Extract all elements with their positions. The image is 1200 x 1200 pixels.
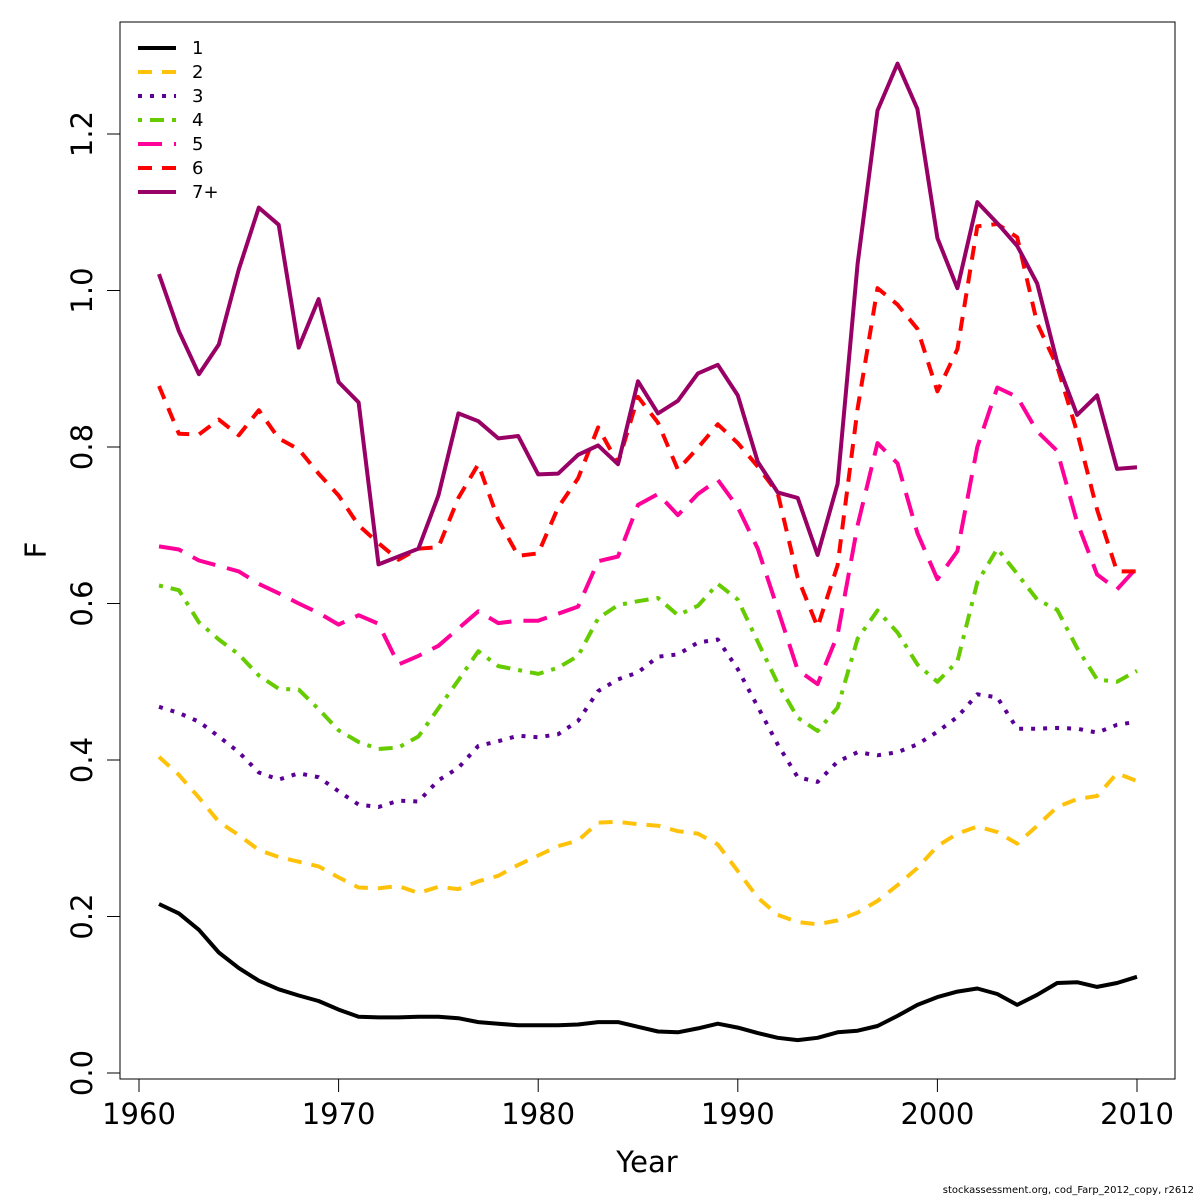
x-tick-label: 1970 — [302, 1097, 376, 1131]
x-axis: 1960 1970 1980 1990 2000 2010 — [102, 1078, 1174, 1131]
y-tick-label: 0.2 — [65, 893, 99, 939]
legend-label: 3 — [192, 86, 203, 107]
x-tick-label: 1980 — [501, 1097, 575, 1131]
series-line-3 — [158, 637, 1138, 809]
legend-label: 4 — [192, 110, 203, 131]
legend-label: 6 — [192, 158, 203, 179]
legend-label: 5 — [192, 134, 203, 155]
y-tick-label: 0.0 — [65, 1050, 99, 1096]
x-tick-label: 1960 — [102, 1097, 176, 1131]
x-tick-label: 2010 — [1100, 1097, 1174, 1131]
series-line-6 — [157, 222, 1137, 629]
y-tick-label: 0.6 — [65, 580, 99, 626]
y-tick-label: 0.4 — [65, 737, 99, 783]
series-line-1 — [158, 902, 1138, 1043]
y-axis-title: F — [19, 542, 53, 559]
y-tick-label: 1.2 — [65, 111, 99, 157]
x-axis-title: Year — [615, 1145, 677, 1179]
series-line-2 — [157, 755, 1138, 927]
series-line-7plus — [157, 61, 1138, 567]
legend-label: 7+ — [192, 182, 219, 203]
series-line-4 — [158, 546, 1138, 751]
x-tick-label: 1990 — [701, 1097, 775, 1131]
y-axis: 0.0 0.2 0.4 0.6 0.8 1.0 1.2 — [65, 111, 121, 1096]
y-tick-label: 1.0 — [65, 267, 99, 313]
y-tick-label: 0.8 — [65, 424, 99, 470]
series-layer — [157, 61, 1139, 1043]
legend: 1 2 3 4 5 6 7+ — [138, 38, 219, 203]
legend-label: 2 — [192, 62, 203, 83]
plot-frame — [119, 21, 1176, 1080]
legend-label: 1 — [192, 38, 203, 59]
credit-text: stockassessment.org, cod_Farp_2012_copy,… — [942, 1185, 1194, 1196]
series-line-5 — [158, 385, 1139, 687]
x-tick-label: 2000 — [900, 1097, 974, 1131]
